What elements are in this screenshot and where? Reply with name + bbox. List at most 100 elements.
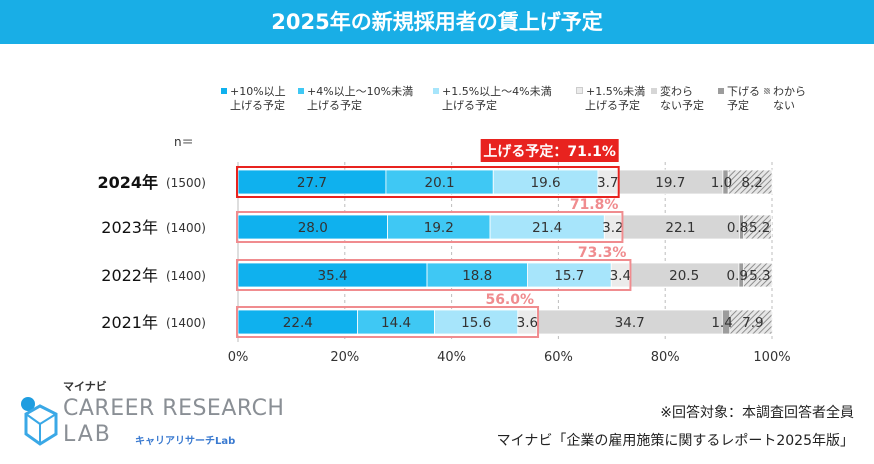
legend-swatch [433,88,439,94]
category-label: 2024年 [97,173,158,192]
bar-segment [489,214,605,240]
data-label: 1.4 [711,315,732,331]
data-label: 5.2 [749,220,770,236]
legend-label: ない予定 [660,99,704,112]
legend-item: +4%以上～10%未満 上げる予定 [298,85,413,113]
legend-label: 上げる予定 [585,99,640,112]
legend-label: +4%以上～10%未満 [307,85,414,98]
data-label: 18.8 [462,268,492,284]
sample-size-label: (1400) [166,269,206,283]
source: マイナビ「企業の雇用施策に関するレポート2025年版」 [496,433,854,449]
legend-item: 下げる 予定 [718,85,760,113]
legend-label: ない [773,99,795,112]
legend-label: +1.5%以上～4%未満 [442,85,552,98]
sample-size-label: (1400) [166,221,206,235]
bar-segment [629,262,740,288]
data-label: 3.6 [517,315,538,331]
logo-cube-icon [21,397,58,446]
x-tick-label: 0% [228,350,249,365]
raise-highlight-box [236,306,540,338]
data-label: 22.4 [283,315,313,331]
data-label: 3.2 [602,220,623,236]
bar-segment [727,169,773,195]
data-label: 1.0 [711,175,732,191]
legend-label: 上げる予定 [442,99,497,112]
data-label: 28.0 [298,220,328,236]
data-label: 19.7 [655,175,685,191]
category-label: 2022年 [101,266,158,285]
legend-item: +1.5%未満 上げる予定 [576,85,645,113]
bars: 2024年 (1500) 27.7 20.1 19.6 3.7 19.7 1.0 8.2 上げる予… [97,139,773,338]
x-tick-label: 60% [544,350,573,365]
bar-segment [617,169,724,195]
legend-label: 変わら [660,85,693,98]
category-label: 2021年 [101,313,158,332]
legend-swatch [221,88,227,94]
logo-line2: LAB [63,422,112,447]
data-label: 15.6 [461,315,491,331]
data-label: 0.9 [727,268,748,284]
data-label: 3.7 [597,175,618,191]
sample-size-label: (1500) [166,176,206,190]
legend-swatch [651,88,657,94]
data-label: 34.7 [615,315,645,331]
title-bar: 2025年の新規採用者の賃上げ予定 [0,0,874,44]
bar-segment [743,262,773,288]
raise-total-label: 上げる予定：71.1% [483,143,616,160]
data-label: 20.5 [669,268,699,284]
category-label: 2023年 [101,218,158,237]
logo-brand: マイナビ [63,380,107,393]
logo-line1: CAREER RESEARCH [63,396,285,421]
data-label: 14.4 [381,315,411,331]
legend-swatch [576,87,583,94]
legend-label: わから [773,85,806,98]
raise-total-label: 56.0% [485,292,534,308]
raise-highlight-box [236,166,620,198]
bar-segment [536,309,723,335]
bar-segment [527,262,612,288]
data-label: 22.1 [665,220,695,236]
bar-segment [729,309,773,335]
x-tick-label: 20% [330,350,359,365]
legend-label: 上げる予定 [307,99,362,112]
raise-total-label: 73.3% [578,245,627,261]
legend-swatch [298,88,304,94]
raise-highlight-box [236,259,632,291]
raise-total-badge [480,139,619,162]
x-tick-label: 80% [651,350,680,365]
x-tick-label: 100% [753,350,790,365]
chart-title: 2025年の新規採用者の賃上げ予定 [271,10,603,34]
data-label: 15.7 [554,268,584,284]
n-label: n＝ [174,135,194,149]
data-label: 3.4 [610,268,631,284]
data-label: 20.1 [425,175,455,191]
sample-size-label: (1400) [166,316,206,330]
legend-item: わから ない [764,85,806,113]
x-tick-label: 40% [437,350,466,365]
legend-label: 予定 [727,99,749,112]
legend-label: 上げる予定 [230,99,285,112]
raise-total-label: 71.8% [570,197,619,213]
data-label: 0.8 [727,220,748,236]
note: ※回答対象：本調査回答者全員 [660,405,854,421]
data-label: 19.6 [531,175,561,191]
bar-segment [385,169,494,195]
x-tick-labels: 0% 20% 40% 60% 80% 100% [228,350,791,365]
data-label: 27.7 [297,175,327,191]
legend-label: +10%以上 [230,85,286,98]
legend-item: +10%以上 上げる予定 [221,85,286,113]
raise-highlight-box [236,211,624,243]
bar-segment [387,214,491,240]
legend-label: 下げる [727,85,760,98]
data-label: 5.3 [749,268,770,284]
legend-swatch [718,88,724,94]
data-label: 7.9 [742,315,763,331]
data-label: 8.2 [741,175,762,191]
legend-label: +1.5%未満 [586,85,646,98]
legend-item: +1.5%以上～4%未満 上げる予定 [433,85,552,113]
logo-sub: キャリアリサーチLab [135,436,236,447]
logo: マイナビ CAREER RESEARCH LAB キャリアリサーチLab [20,378,320,458]
data-label: 21.4 [532,220,562,236]
legend-swatch [764,88,770,94]
